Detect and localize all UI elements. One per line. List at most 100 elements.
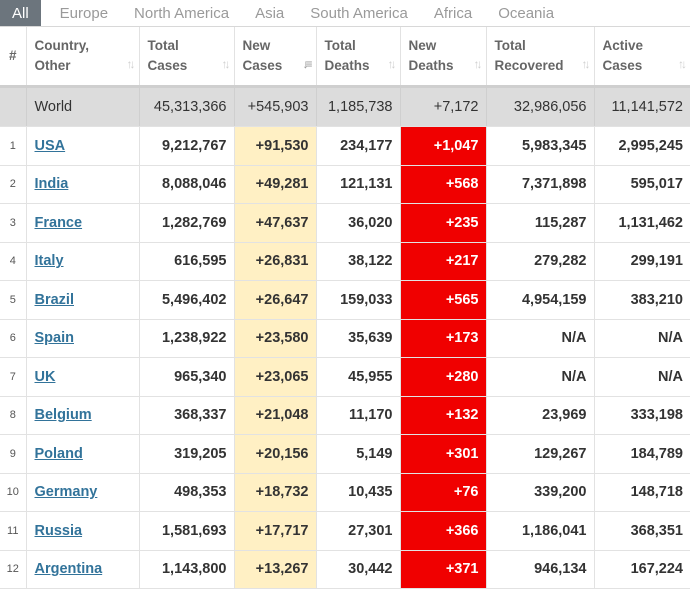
table-row: 5 Brazil 5,496,402 +26,647 159,033 +565 4,954,… (0, 280, 690, 320)
header-new-deaths[interactable]: New Deaths ↑↓ (400, 27, 487, 88)
new-cases-cell: +47,637 (234, 203, 317, 243)
table-row: 3 France 1,282,769 +47,637 36,020 +235 115,287… (0, 203, 690, 243)
new-cases-cell: +23,065 (234, 357, 317, 397)
total-cases-cell: 319,205 (139, 434, 235, 474)
new-deaths-cell: +280 (400, 357, 487, 397)
country-link[interactable]: India (34, 176, 69, 193)
header-total-recovered-line1: Total (494, 38, 526, 53)
total-deaths-cell: 45,955 (316, 357, 401, 397)
table-row: 11 Russia 1,581,693 +17,717 27,301 +366 1,186,… (0, 511, 690, 551)
row-index: 3 (0, 203, 27, 243)
sort-arrows-icon[interactable]: ↑↓ (581, 57, 591, 71)
sort-arrows-icon[interactable]: ↑↓ (473, 57, 483, 71)
country-link[interactable]: Argentina (34, 561, 103, 578)
sort-arrows-icon[interactable]: ↑↓ (678, 57, 687, 71)
country-cell: France (26, 203, 140, 243)
row-index: 6 (0, 319, 27, 358)
world-total-row: World 45,313,366 +545,903 1,185,738 +7,1… (0, 86, 690, 127)
header-new-cases-line2: Cases (242, 58, 283, 73)
table-row: 7 UK 965,340 +23,065 45,955 +280 N/A N/A (0, 357, 690, 397)
new-cases-cell: +21,048 (234, 396, 317, 435)
new-deaths-cell: +132 (400, 396, 487, 435)
header-active-cases-line2: Cases (602, 58, 643, 73)
country-link[interactable]: France (34, 214, 83, 231)
total-recovered-cell: N/A (486, 357, 595, 397)
world-active-cases: 11,141,572 (594, 86, 690, 127)
total-recovered-cell: 5,983,345 (486, 126, 595, 166)
header-total-deaths-line2: Deaths (324, 58, 370, 73)
total-cases-cell: 1,282,769 (139, 203, 235, 243)
header-total-deaths-line1: Total (324, 38, 356, 53)
table-row: 6 Spain 1,238,922 +23,580 35,639 +173 N/A N/A (0, 319, 690, 358)
tab-all[interactable]: All (0, 0, 41, 26)
header-total-cases-line2: Cases (147, 58, 188, 73)
header-active-cases-line1: Active (602, 38, 644, 53)
total-cases-cell: 8,088,046 (139, 165, 235, 204)
active-cases-cell: 299,191 (594, 242, 690, 281)
header-index-label: # (8, 48, 17, 63)
table-row: 12 Argentina 1,143,800 +13,267 30,442 +371 946… (0, 550, 690, 589)
sort-arrows-icon[interactable]: ↑↓ (126, 57, 136, 71)
header-country-line2: Other (34, 58, 71, 73)
table-row: 2 India 8,088,046 +49,281 121,131 +568 7,371,8… (0, 165, 690, 204)
total-recovered-cell: 7,371,898 (486, 165, 595, 204)
table-row: 8 Belgium 368,337 +21,048 11,170 +132 23,969 33… (0, 396, 690, 435)
row-index: 11 (0, 511, 27, 551)
total-recovered-cell: 115,287 (486, 203, 595, 243)
country-link[interactable]: Germany (34, 484, 98, 501)
new-cases-cell: +13,267 (234, 550, 317, 589)
tab-africa[interactable]: Africa (433, 4, 473, 22)
country-cell: Spain (26, 319, 140, 358)
tab-asia[interactable]: Asia (255, 4, 285, 22)
country-cell: Argentina (26, 550, 140, 589)
new-cases-cell: +91,530 (234, 126, 317, 166)
world-total-recovered: 32,986,056 (486, 86, 595, 127)
new-deaths-cell: +565 (400, 280, 487, 320)
new-deaths-cell: +366 (400, 511, 487, 551)
row-index: 10 (0, 473, 27, 512)
row-index: 1 (0, 126, 27, 166)
header-total-cases[interactable]: Total Cases ↑↓ (139, 27, 235, 88)
header-new-cases[interactable]: New Cases ↓≡ (234, 27, 317, 88)
active-cases-cell: 383,210 (594, 280, 690, 320)
total-deaths-cell: 5,149 (316, 434, 401, 474)
total-cases-cell: 616,595 (139, 242, 235, 281)
header-active-cases[interactable]: Active Cases ↑↓ (594, 27, 690, 88)
tab-europe[interactable]: Europe (59, 4, 109, 22)
country-link[interactable]: Italy (34, 253, 64, 270)
total-deaths-cell: 27,301 (316, 511, 401, 551)
total-deaths-cell: 35,639 (316, 319, 401, 358)
active-cases-cell: 333,198 (594, 396, 690, 435)
table-row: 10 Germany 498,353 +18,732 10,435 +76 339,200 1… (0, 473, 690, 512)
sort-arrows-icon[interactable]: ↑↓ (387, 57, 397, 71)
total-cases-cell: 965,340 (139, 357, 235, 397)
total-deaths-cell: 11,170 (316, 396, 401, 435)
header-total-recovered[interactable]: Total Recovered ↑↓ (486, 27, 595, 88)
country-link[interactable]: Brazil (34, 291, 75, 308)
country-link[interactable]: Spain (34, 330, 74, 347)
country-link[interactable]: UK (34, 368, 56, 385)
total-recovered-cell: 4,954,159 (486, 280, 595, 320)
header-total-deaths[interactable]: Total Deaths ↑↓ (316, 27, 401, 88)
tab-south-america[interactable]: South America (310, 4, 408, 22)
tab-north-america[interactable]: North America (134, 4, 230, 22)
sort-desc-icon[interactable]: ↓≡ (302, 57, 312, 71)
table-row: 4 Italy 616,595 +26,831 38,122 +217 279,282 299… (0, 242, 690, 281)
total-recovered-cell: 946,134 (486, 550, 595, 589)
country-link[interactable]: Poland (34, 445, 83, 462)
world-total-deaths: 1,185,738 (316, 86, 401, 127)
header-index: # (0, 27, 27, 88)
active-cases-cell: 368,351 (594, 511, 690, 551)
tab-oceania[interactable]: Oceania (498, 4, 555, 22)
header-country[interactable]: Country, Other ↑↓ (26, 27, 140, 88)
sort-arrows-icon[interactable]: ↑↓ (221, 57, 231, 71)
country-link[interactable]: Belgium (34, 407, 92, 424)
header-total-cases-line1: Total (147, 38, 179, 53)
total-deaths-cell: 159,033 (316, 280, 401, 320)
total-recovered-cell: 279,282 (486, 242, 595, 281)
new-cases-cell: +23,580 (234, 319, 317, 358)
country-link[interactable]: Russia (34, 522, 83, 539)
country-cell: India (26, 165, 140, 204)
country-link[interactable]: USA (34, 137, 66, 154)
active-cases-cell: 184,789 (594, 434, 690, 474)
